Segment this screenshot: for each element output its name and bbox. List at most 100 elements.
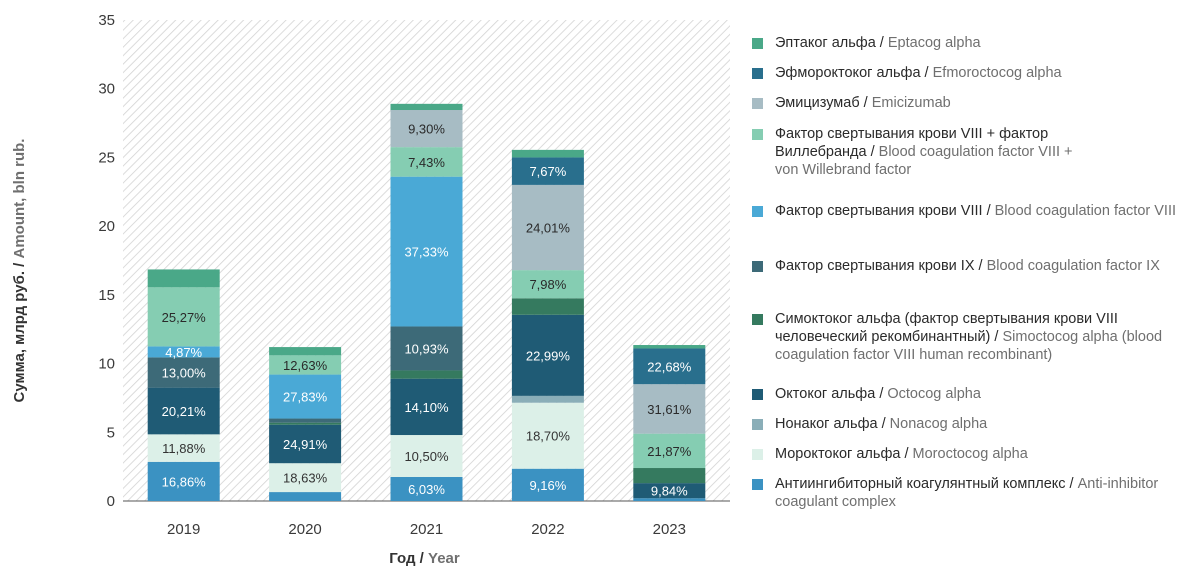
bar-segment (147, 287, 220, 347)
bar-segment (390, 103, 463, 111)
x-axis-title-en: Year (428, 550, 460, 567)
bar-segment (390, 435, 463, 477)
bar-segment (633, 433, 706, 469)
legend-swatch (752, 449, 763, 460)
bar-segment (633, 384, 706, 434)
legend-swatch (752, 38, 763, 49)
bar-segment (511, 402, 584, 469)
bar-data-label: 22,99% (526, 348, 571, 363)
legend-label-ru: Октоког альфа / (775, 386, 888, 402)
y-tick-label: 0 (107, 493, 115, 510)
bar-segment (147, 434, 220, 462)
bar-segment (390, 370, 463, 379)
bar-segment (269, 422, 342, 425)
bar-segment (390, 110, 463, 148)
legend-label: Фактор свертывания крови IX / Blood coag… (775, 257, 1195, 275)
legend-label: Мороктоког альфа / Moroctocog alpha (775, 445, 1195, 463)
bar-data-label: 6,03% (408, 482, 445, 497)
legend-label-ru: Симоктоког альфа (фактор свертывания кро… (775, 311, 1118, 345)
bar-segment (633, 498, 706, 501)
bar-data-label: 31,61% (647, 402, 692, 417)
legend-item: Симоктоког альфа (фактор свертывания кро… (752, 310, 1195, 364)
legend-label-en: Anti-inhibitor coagulant complex (775, 476, 1159, 510)
bar-segment (269, 347, 342, 356)
bar-segment (633, 483, 706, 499)
bar-segment (511, 149, 584, 158)
bar-data-label: 7,43% (408, 155, 445, 170)
legend-item: Эптаког альфа / Eptacog alpha (752, 34, 1195, 52)
bar-data-label: 14,10% (404, 400, 449, 415)
bar-data-label: 37,33% (404, 245, 449, 260)
legend-label-ru: Нонаког альфа / (775, 416, 890, 432)
legend-label-en: Blood coagulation factor VIII + von Will… (775, 144, 1073, 178)
bar-data-label: 9,16% (529, 478, 566, 493)
bar-segment (269, 424, 342, 464)
legend-label-ru: Эфмороктоког альфа / (775, 65, 933, 81)
legend-label-ru: Эптаког альфа / (775, 35, 888, 51)
legend-item: Антиингибиторный коагулянтный комплекс /… (752, 475, 1195, 511)
bar-segment (633, 348, 706, 385)
y-axis-title-en: Amount, bln rub. (11, 139, 28, 259)
bar-data-label: 18,70% (526, 429, 571, 444)
x-tick-label: 2022 (531, 521, 564, 538)
x-tick-label: 2021 (410, 521, 443, 538)
legend-item: Фактор свертывания крови VIII / Blood co… (752, 202, 1195, 220)
legend-label: Октоког альфа / Octocog alpha (775, 385, 1195, 403)
bar-segment (269, 355, 342, 375)
bar-data-label: 12,63% (283, 358, 328, 373)
bar-data-label: 22,68% (647, 359, 692, 374)
x-tick-label: 2023 (653, 521, 686, 538)
bar-segment (390, 176, 463, 327)
y-axis-title-ru: Сумма, млрд руб. / (11, 258, 28, 402)
bar-data-label: 16,86% (162, 474, 207, 489)
legend-swatch (752, 129, 763, 140)
legend-label-ru: Фактор свертывания крови VIII / (775, 203, 995, 219)
y-tick-label: 20 (98, 218, 115, 235)
legend-label-en: Moroctocog alpha (912, 446, 1028, 462)
y-tick-label: 30 (98, 81, 115, 98)
bar-segment (390, 147, 463, 177)
bar-segment (511, 468, 584, 501)
bar-data-label: 10,50% (404, 449, 449, 464)
legend-label: Эмицизумаб / Emicizumab (775, 94, 1195, 112)
legend-label: Эфмороктоког альфа / Efmoroctocog alpha (775, 64, 1195, 82)
x-axis: 2019 2020 2021 2022 2023 (167, 521, 686, 538)
legend-item: Эфмороктоког альфа / Efmoroctocog alpha (752, 64, 1195, 82)
stacked-bar-chart: 0 5 10 15 20 25 30 35 16,86% 11,88% 20,21% 13,00% 4… (11, 12, 730, 567)
bar-segment (269, 492, 342, 501)
legend-label-ru: Антиингибиторный коагулянтный комплекс / (775, 476, 1078, 492)
legend-label: Фактор свертывания крови VIII + фактор В… (775, 125, 1075, 179)
legend-swatch (752, 419, 763, 430)
legend-label-ru: Фактор свертывания крови VIII + фактор В… (775, 126, 1049, 160)
bar-segment (269, 463, 342, 493)
x-tick-label: 2019 (167, 521, 200, 538)
bar-segment (147, 357, 220, 388)
bar-data-label: 24,91% (283, 437, 328, 452)
bar-data-label: 4,87% (165, 345, 202, 360)
legend-swatch (752, 479, 763, 490)
legend-label: Эптаког альфа / Eptacog alpha (775, 34, 1195, 52)
bar-data-label: 7,98% (529, 277, 566, 292)
x-tick-label: 2020 (288, 521, 321, 538)
bar-data-label: 18,63% (283, 471, 328, 486)
y-tick-label: 25 (98, 149, 115, 166)
y-axis: 0 5 10 15 20 25 30 35 (98, 12, 115, 510)
bar-segment (390, 326, 463, 371)
legend-swatch (752, 206, 763, 217)
legend-label: Симоктоког альфа (фактор свертывания кро… (775, 310, 1195, 364)
legend-label-en: Emicizumab (871, 95, 951, 111)
bar-data-label: 7,67% (529, 164, 566, 179)
bar-data-label: 13,00% (162, 366, 207, 381)
bar-data-label: 24,01% (526, 221, 571, 236)
bar-segment (511, 395, 584, 403)
bar-data-label: 11,88% (162, 441, 206, 456)
legend-swatch (752, 98, 763, 109)
legend-item: Мороктоког альфа / Moroctocog alpha (752, 445, 1195, 463)
bar-segment (147, 387, 220, 435)
legend-item: Октоког альфа / Octocog alpha (752, 385, 1195, 403)
legend-label-ru: Фактор свертывания крови IX / (775, 258, 987, 274)
legend-label-en: Blood coagulation factor IX (986, 258, 1160, 274)
bar-data-label: 9,30% (408, 122, 445, 137)
legend-label-en: Eptacog alpha (887, 35, 981, 51)
bar-data-label: 20,21% (162, 404, 207, 419)
